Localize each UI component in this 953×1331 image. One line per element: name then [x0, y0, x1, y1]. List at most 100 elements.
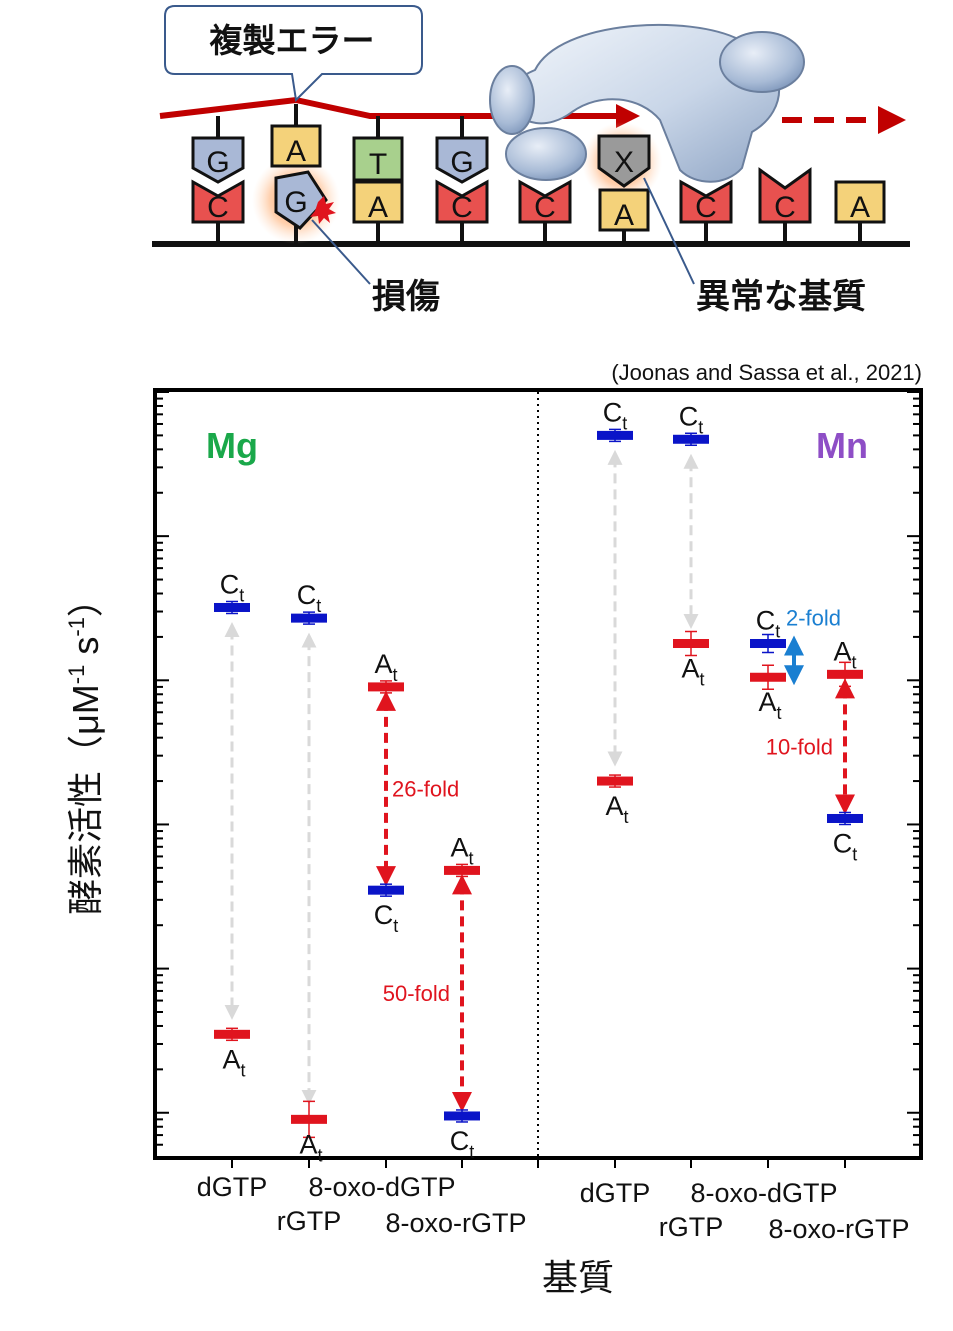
svg-text:C: C [774, 191, 796, 224]
x-tick-label: 8-oxo-rGTP [768, 1214, 909, 1244]
point-label-At: At [833, 636, 856, 672]
point-label-subscript: t [239, 585, 244, 605]
svg-text:G: G [206, 146, 229, 179]
svg-text:A: A [850, 191, 870, 224]
y-axis-title-sup2: -1 [64, 617, 89, 637]
top-base-2: T [352, 136, 404, 182]
point-Ct [444, 1111, 480, 1121]
y-axis-title-close: ） [65, 581, 106, 617]
point-At [750, 672, 786, 682]
bottom-base-0: C [191, 179, 245, 224]
point-At [214, 1029, 250, 1039]
point-At [827, 669, 863, 679]
replication-diagram: C G A C C A C C [152, 5, 910, 317]
svg-text:A: A [286, 135, 306, 168]
x-tick-label: rGTP [277, 1206, 342, 1236]
svg-text:G: G [284, 186, 307, 219]
top-base-0: G [191, 136, 245, 184]
bottom-base-damaged: G [274, 170, 336, 230]
plot-frame [153, 388, 923, 1160]
x-axis-title: 基質 [542, 1257, 614, 1298]
point-label-subscript: t [852, 652, 857, 672]
point-label-subscript: t [700, 670, 705, 690]
point-label-subscript: t [316, 596, 321, 616]
point-label-At: At [450, 832, 473, 868]
replication-error-callout: 複製エラー [164, 5, 423, 103]
point-At [444, 865, 480, 875]
y-axis-ticks [157, 391, 919, 1146]
y-axis-title-main: 酵素活性 [65, 771, 106, 915]
point-label-At: At [681, 654, 704, 690]
svg-text:X: X [614, 146, 634, 179]
x-tick-label: rGTP [659, 1212, 724, 1242]
svg-text:C: C [534, 191, 556, 224]
svg-text:C: C [695, 191, 717, 224]
svg-text:A: A [614, 199, 634, 232]
point-Ct [291, 613, 327, 623]
citation: (Joonas and Sassa et al., 2021) [611, 360, 922, 385]
point-label-subscript: t [469, 848, 474, 868]
x-tick-label: 8-oxo-rGTP [385, 1208, 526, 1238]
point-label-subscript: t [698, 417, 703, 437]
nucleotide-stems [216, 104, 862, 244]
point-label-At: At [299, 1129, 322, 1165]
point-At [291, 1114, 327, 1124]
point-label-subscript: t [624, 807, 629, 827]
panel-label-mg: Mg [206, 425, 258, 466]
point-Ct [597, 430, 633, 440]
point-At [597, 776, 633, 786]
panel-label-mn: Mn [816, 425, 868, 466]
svg-text:T: T [369, 148, 387, 181]
svg-text:C: C [207, 191, 229, 224]
point-label-At: At [605, 791, 628, 827]
top-base-3: G [435, 136, 489, 184]
bottom-base-7: C [758, 167, 812, 224]
svg-text:C: C [451, 191, 473, 224]
top-base-1: A [270, 124, 322, 168]
y-axis-title-unit: （μM [65, 684, 106, 771]
y-axis-title-sup1: -1 [64, 665, 89, 685]
bottom-base-8: A [834, 180, 886, 224]
point-label-subscript: t [393, 916, 398, 936]
abnormal-pointer-line [643, 177, 695, 285]
point-label-subscript: t [318, 1145, 323, 1165]
point-label-subscript: t [775, 622, 780, 642]
point-label-At: At [758, 687, 781, 723]
abnormal-nucleotide-x: X [597, 134, 651, 188]
y-axis-title-unit2: s [65, 637, 106, 665]
direction-arrow-icon [878, 106, 906, 134]
bottom-base-6: C [679, 179, 733, 224]
activity-chart: dGTP rGTP 8-oxo-dGTP 8-oxo-rGTP dGTP rGTP 8-ox… [64, 388, 923, 1298]
x-tick-label: dGTP [197, 1172, 268, 1202]
point-Ct [827, 813, 863, 823]
point-label-subscript: t [393, 665, 398, 685]
abnormal-substrate-label: 異常な基質 [696, 277, 866, 317]
svg-text:G: G [450, 146, 473, 179]
point-label-subscript: t [469, 1142, 474, 1162]
point-Ct [673, 434, 709, 444]
x-tick-label: 8-oxo-dGTP [308, 1172, 455, 1202]
fold-label: 26-fold [392, 777, 459, 802]
point-label-At: At [374, 649, 397, 685]
chart-marks [214, 428, 863, 1139]
point-At [368, 682, 404, 692]
svg-text:A: A [368, 191, 388, 224]
fold-label: 2-fold [786, 606, 841, 631]
damage-pointer-line [311, 219, 371, 285]
bottom-base-4: C [518, 179, 572, 224]
damage-burst-icon [310, 196, 336, 224]
polymerase-enzyme [489, 23, 805, 183]
x-tick-label: dGTP [580, 1178, 651, 1208]
point-Ct [368, 885, 404, 895]
x-axis-ticks: dGTP rGTP 8-oxo-dGTP 8-oxo-rGTP dGTP rGTP 8-ox… [197, 1158, 910, 1244]
y-axis-title: 酵素活性（μM-1 s-1） [64, 581, 106, 915]
point-label-At: At [222, 1044, 245, 1080]
bottom-base-2: A [352, 180, 404, 224]
fold-label: 50-fold [383, 981, 450, 1006]
point-Ct [750, 639, 786, 649]
new-strand [159, 96, 520, 119]
point-label-subscript: t [852, 844, 857, 864]
bottom-base-5: A [598, 188, 650, 232]
point-Ct [214, 602, 250, 612]
bottom-base-3: C [435, 179, 489, 224]
